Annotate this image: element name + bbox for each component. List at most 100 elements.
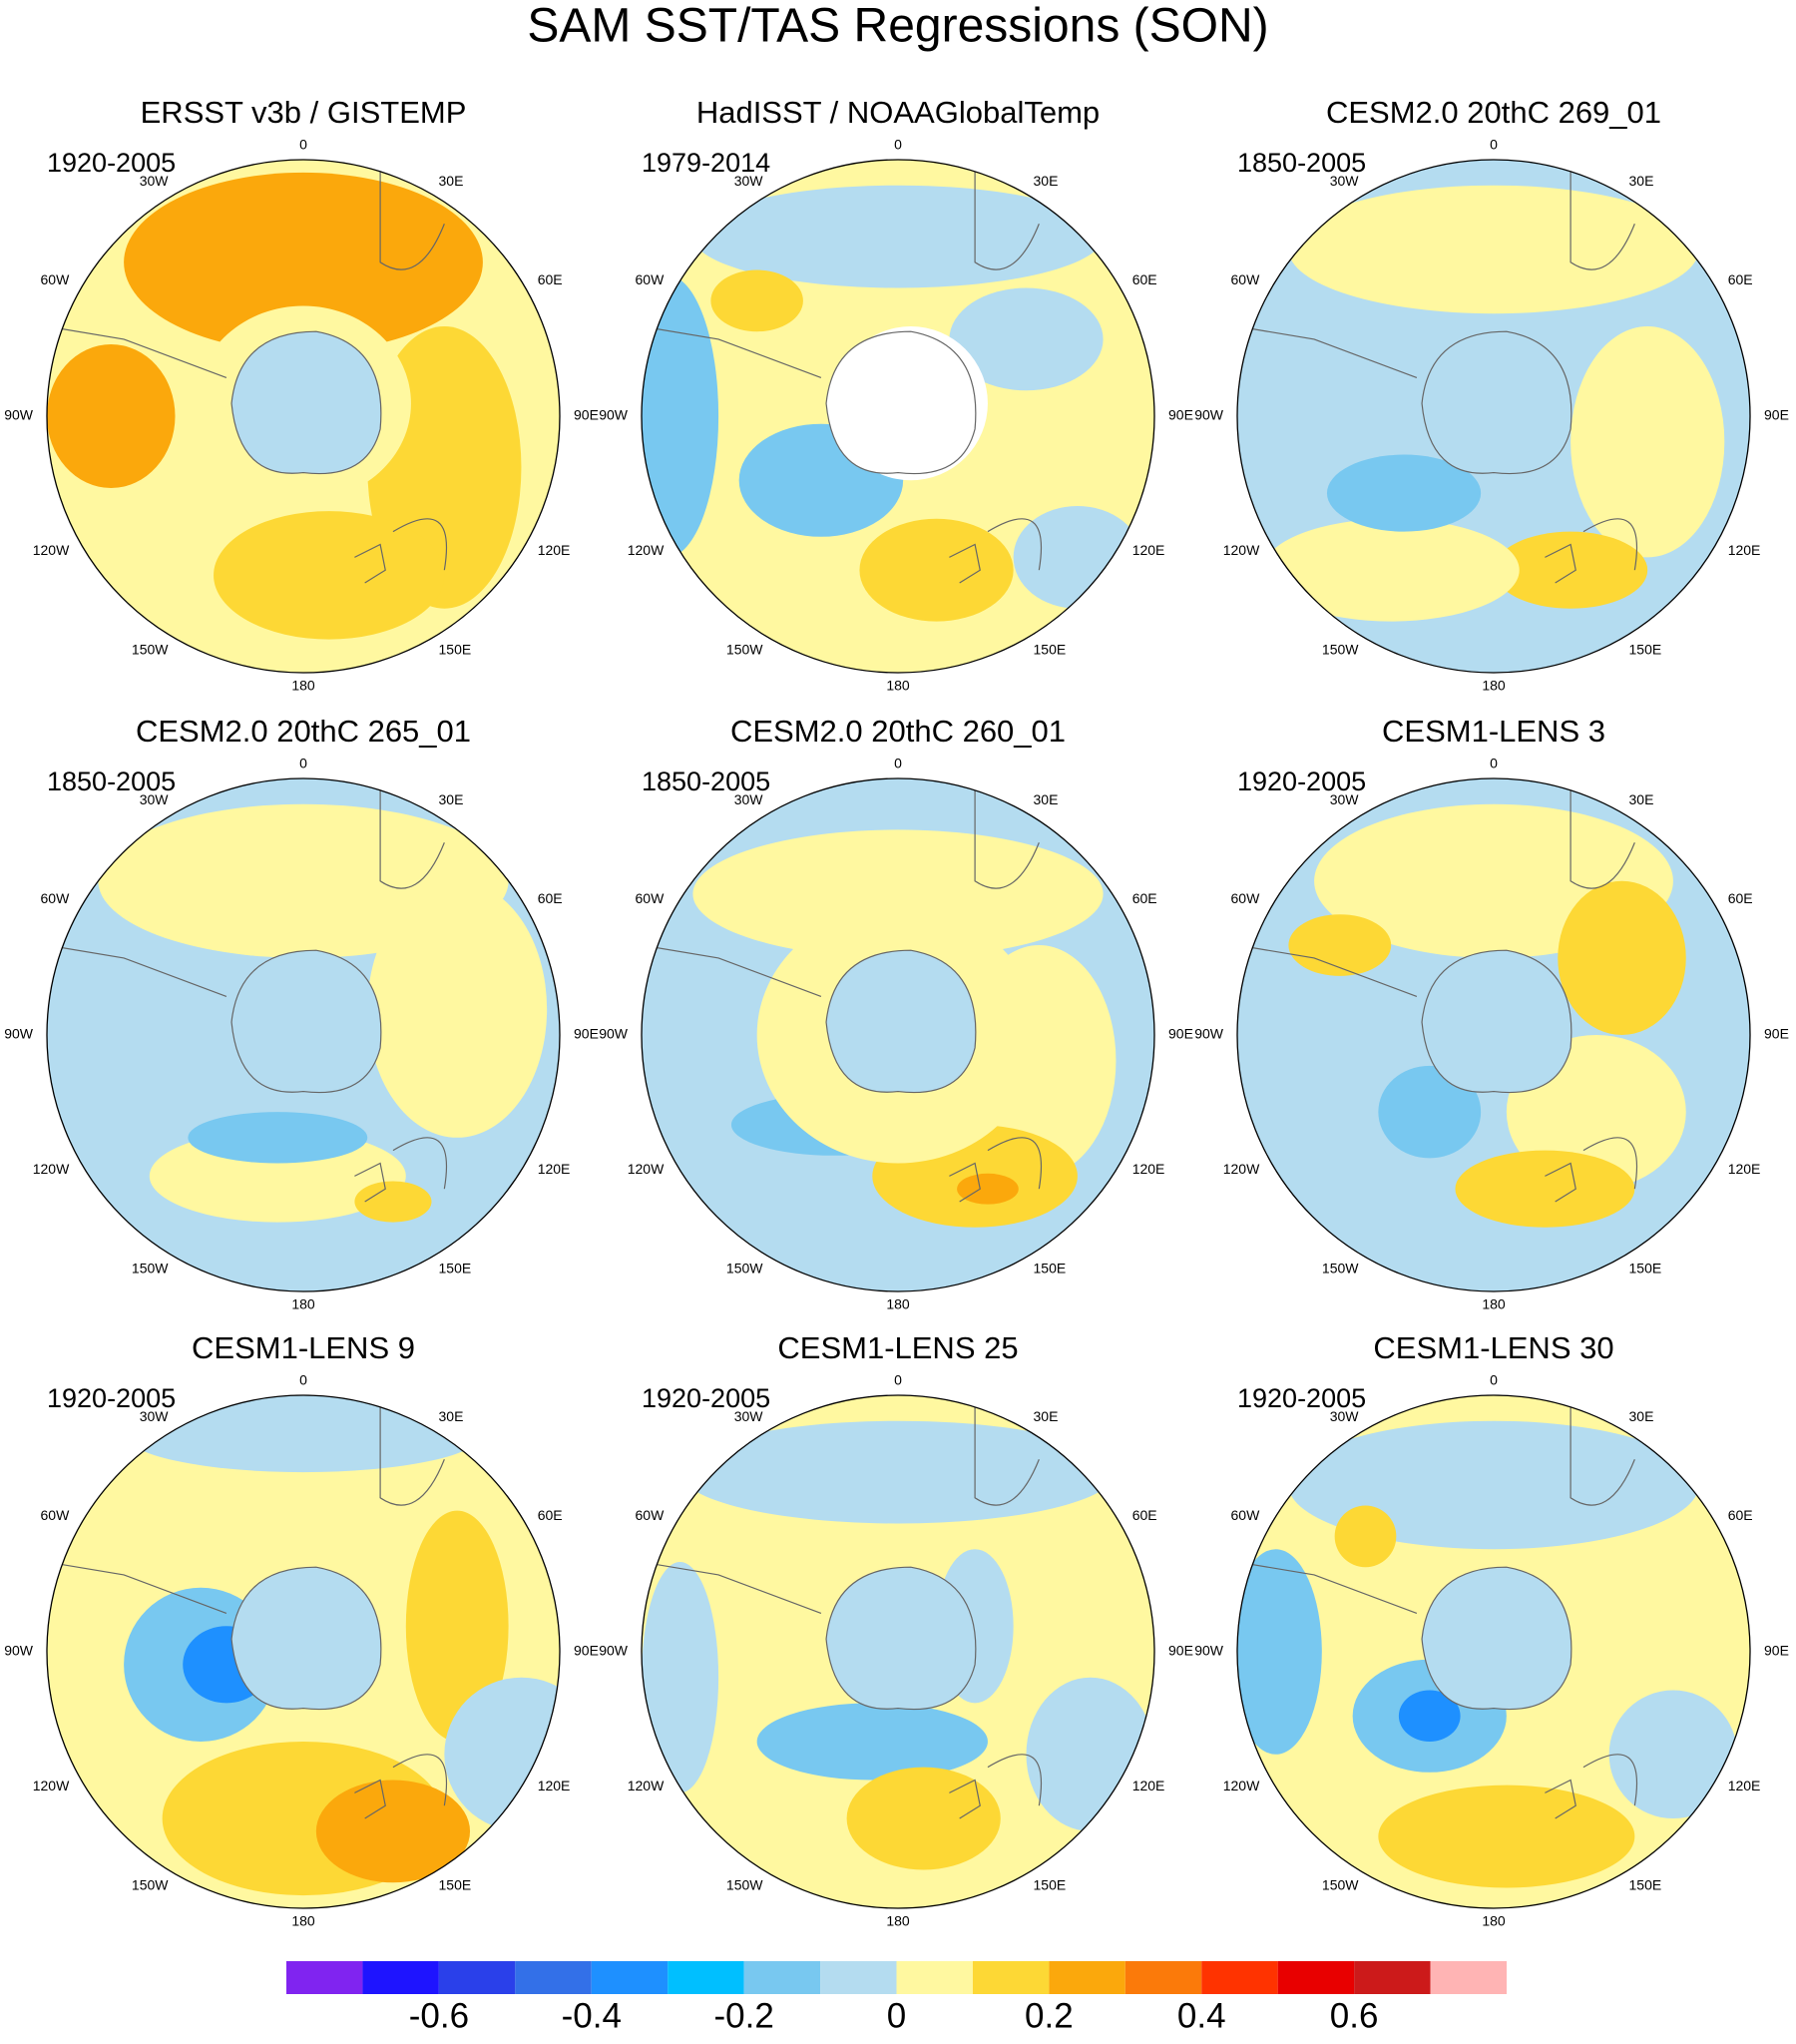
coastline [47,160,448,584]
anomaly-region [1558,880,1686,1035]
longitude-label: 120W [628,542,665,558]
longitude-label: 120W [1223,542,1260,558]
colorbar-box [1430,1961,1507,1994]
antarctica [230,949,382,1094]
longitude-label: 120E [1728,1778,1761,1793]
panel-period: 1920-2005 [47,1383,176,1413]
colorbar-label: 0.6 [1330,1996,1379,2035]
antarctica [230,330,382,475]
longitude-label: 0 [1490,756,1498,771]
panel-title: ERSST v3b / GISTEMP [141,95,467,130]
longitude-label: 30W [140,791,170,807]
panel-title: CESM2.0 20thC 269_01 [1326,95,1661,130]
longitude-label: 30W [1330,791,1360,807]
anomaly-region [1608,1690,1738,1819]
longitude-label: 30E [1629,173,1654,189]
longitude-label: 90E [1764,1643,1789,1659]
anomaly-region [47,344,176,488]
longitude-label: 90E [1168,1643,1193,1659]
panel-period: 1979-2014 [642,148,770,178]
colorbar-box [362,1961,439,1994]
map-border [641,159,1155,674]
longitude-label: 180 [291,678,315,694]
map-border [1236,777,1751,1292]
colorbar-label: -0.2 [713,1996,773,2035]
longitude-label: 90W [4,1026,34,1042]
anomaly-region [354,1181,432,1223]
anomaly-region [367,880,548,1138]
antarctica [1421,1566,1572,1711]
longitude-label: 120W [33,542,70,558]
longitude-label: 90W [599,1643,629,1659]
longitude-label: 60E [1132,1507,1157,1523]
longitude-label: 120E [538,542,571,558]
map-border [46,159,561,674]
panel-title: CESM1-LENS 3 [1382,714,1605,749]
longitude-label: 150W [726,641,763,657]
anomaly-region [1237,1549,1322,1755]
panel-period: 1920-2005 [1237,766,1366,796]
colorbar-label: 0 [887,1996,906,2035]
longitude-label: 30W [734,1408,764,1424]
longitude-label: 30E [1629,1408,1654,1424]
anomaly-region [1494,531,1648,609]
longitude-label: 60E [1132,271,1157,287]
longitude-label: 120W [33,1161,70,1177]
longitude-label: 30E [1629,791,1654,807]
longitude-label: 30E [1034,1408,1059,1424]
anomaly-region [214,511,445,640]
colorbar-box [896,1961,973,1994]
colorbar-label: -0.4 [562,1996,622,2035]
colorbar-box [1124,1961,1202,1994]
coastline [47,778,448,1203]
longitude-label: 60W [41,1507,71,1523]
longitude-label: 30E [439,173,464,189]
longitude-label: 60W [41,271,71,287]
longitude-label: 30E [1034,791,1059,807]
panel-title: CESM1-LENS 30 [1373,1330,1613,1365]
map-panel [642,778,1154,1291]
anomaly-region [1571,326,1725,558]
figure-title: SAM SST/TAS Regressions (SON) [527,0,1268,53]
anomaly-region [642,274,719,558]
longitude-label: 90W [599,407,629,423]
longitude-label: 30W [140,173,170,189]
colorbar-box [1049,1961,1125,1994]
anomaly-region [859,518,1014,622]
longitude-label: 60W [1231,271,1261,287]
coastline [1237,778,1638,1203]
antarctica [825,949,977,1094]
panel-period: 1920-2005 [1237,1383,1366,1413]
anomaly-region [1455,1150,1635,1228]
longitude-label: 60E [1728,890,1753,906]
longitude-label: 30E [1034,173,1059,189]
longitude-label: 180 [886,1913,910,1929]
longitude-label: 90E [1168,407,1193,423]
colorbar-label: 0.2 [1025,1996,1074,2035]
longitude-label: 120E [1728,1161,1761,1177]
anomaly-region [1262,518,1520,622]
longitude-label: 60E [1728,1507,1753,1523]
longitude-label: 90E [1764,1026,1789,1042]
anomaly-region [710,269,803,332]
colorbar-box [438,1961,516,1994]
longitude-label: 150E [439,1260,472,1276]
longitude-label: 150E [439,641,472,657]
map-border [1236,1394,1751,1909]
longitude-label: 150E [1034,1876,1067,1892]
anomaly-region [1326,454,1482,532]
longitude-label: 60E [1132,890,1157,906]
longitude-label: 150E [1629,1876,1662,1892]
longitude-label: 0 [894,1372,902,1388]
longitude-label: 0 [894,756,902,771]
longitude-label: 180 [291,1913,315,1929]
longitude-label: 0 [1490,137,1498,153]
longitude-label: 150W [1322,1876,1359,1892]
anomaly-region [444,1677,560,1831]
colorbar-box [1277,1961,1355,1994]
longitude-label: 90E [574,407,599,423]
anomaly-region [1378,1785,1635,1888]
longitude-label: 150W [1322,1260,1359,1276]
longitude-label: 0 [894,137,902,153]
colorbar-label: 0.4 [1177,1996,1226,2035]
